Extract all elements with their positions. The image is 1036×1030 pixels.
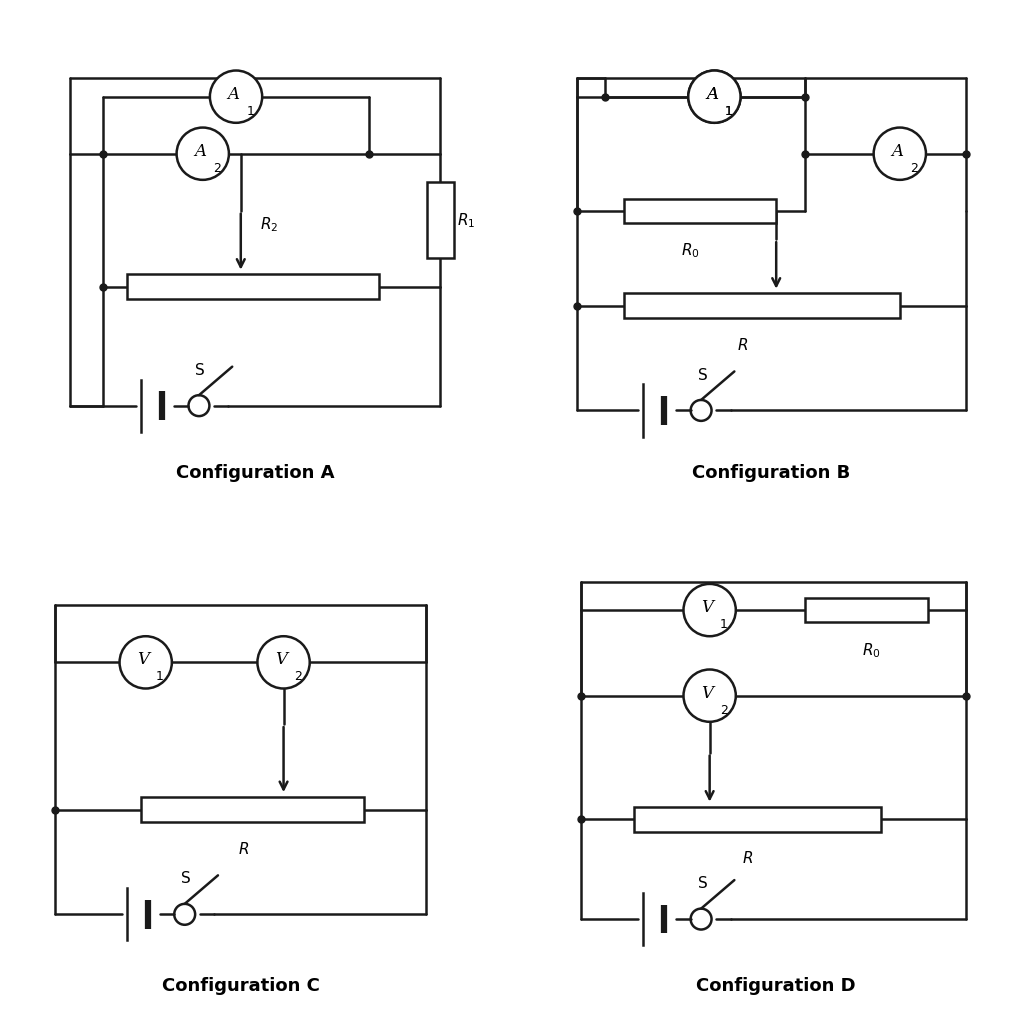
Text: V: V xyxy=(701,599,713,616)
Text: V: V xyxy=(276,652,287,668)
Bar xyxy=(634,806,881,831)
Bar xyxy=(624,294,900,318)
Bar xyxy=(805,598,928,622)
Bar xyxy=(428,182,454,259)
Text: S: S xyxy=(697,368,708,382)
Circle shape xyxy=(684,584,736,637)
Circle shape xyxy=(688,70,741,123)
Text: 1: 1 xyxy=(247,104,255,117)
Text: $R_0$: $R_0$ xyxy=(862,641,881,659)
Text: 2: 2 xyxy=(213,162,221,175)
Text: $R$: $R$ xyxy=(742,850,753,866)
Text: 2: 2 xyxy=(720,703,728,717)
Text: $R_0$: $R_0$ xyxy=(682,242,700,261)
Text: V: V xyxy=(138,652,149,668)
Bar xyxy=(624,199,776,222)
Text: 1: 1 xyxy=(725,104,732,117)
Text: A: A xyxy=(706,85,718,103)
Text: A: A xyxy=(228,85,239,103)
Text: $R_1$: $R_1$ xyxy=(457,211,476,230)
Circle shape xyxy=(119,637,172,688)
Text: 1: 1 xyxy=(156,671,164,683)
Text: A: A xyxy=(195,143,206,160)
Text: A: A xyxy=(891,143,903,160)
Text: S: S xyxy=(181,871,191,887)
Bar xyxy=(126,274,378,299)
Text: 1: 1 xyxy=(725,104,732,117)
Text: A: A xyxy=(706,85,718,103)
Circle shape xyxy=(257,637,310,688)
Bar xyxy=(141,797,365,822)
Text: 2: 2 xyxy=(294,671,301,683)
Text: $R$: $R$ xyxy=(738,337,748,352)
Circle shape xyxy=(684,670,736,722)
Text: S: S xyxy=(697,877,708,891)
Circle shape xyxy=(688,70,741,123)
Text: $R_2$: $R_2$ xyxy=(260,215,278,235)
Text: $R$: $R$ xyxy=(237,840,249,857)
Text: V: V xyxy=(701,685,713,701)
Text: S: S xyxy=(196,363,205,378)
Text: Configuration D: Configuration D xyxy=(696,977,856,995)
Text: 1: 1 xyxy=(720,618,728,631)
Text: 2: 2 xyxy=(911,162,918,175)
Text: Configuration C: Configuration C xyxy=(162,977,320,995)
Circle shape xyxy=(873,128,926,180)
Circle shape xyxy=(176,128,229,180)
Text: Configuration A: Configuration A xyxy=(176,464,335,482)
Circle shape xyxy=(210,70,262,123)
Text: Configuration B: Configuration B xyxy=(692,464,851,482)
